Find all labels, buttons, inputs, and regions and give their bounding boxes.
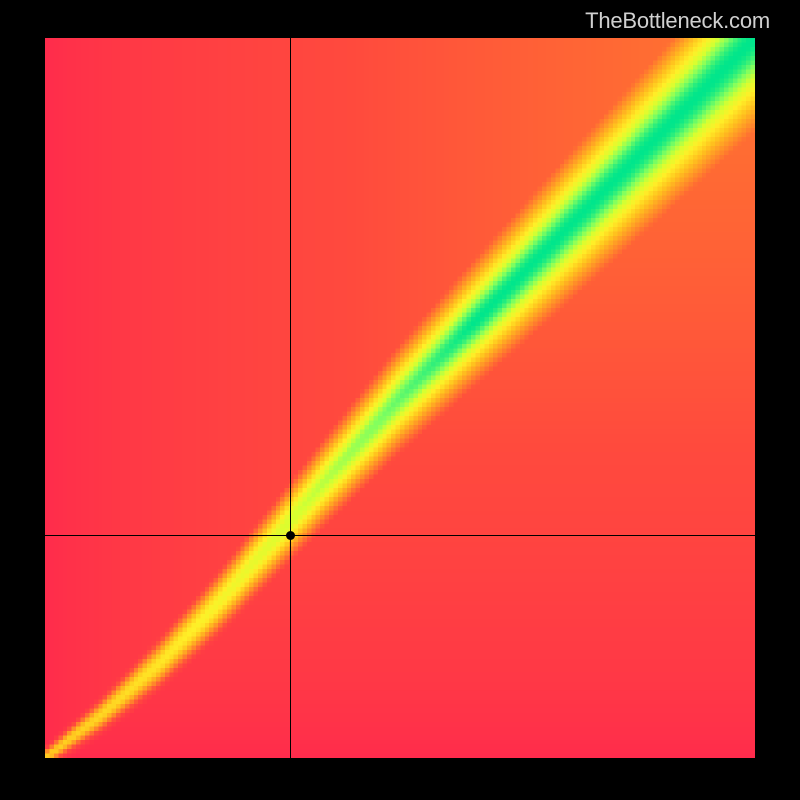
heatmap-canvas	[45, 38, 755, 758]
crosshair-horizontal	[45, 535, 755, 536]
plot-area	[45, 38, 755, 758]
watermark-text: TheBottleneck.com	[585, 8, 770, 34]
chart-frame: TheBottleneck.com	[0, 0, 800, 800]
crosshair-vertical	[290, 38, 291, 758]
